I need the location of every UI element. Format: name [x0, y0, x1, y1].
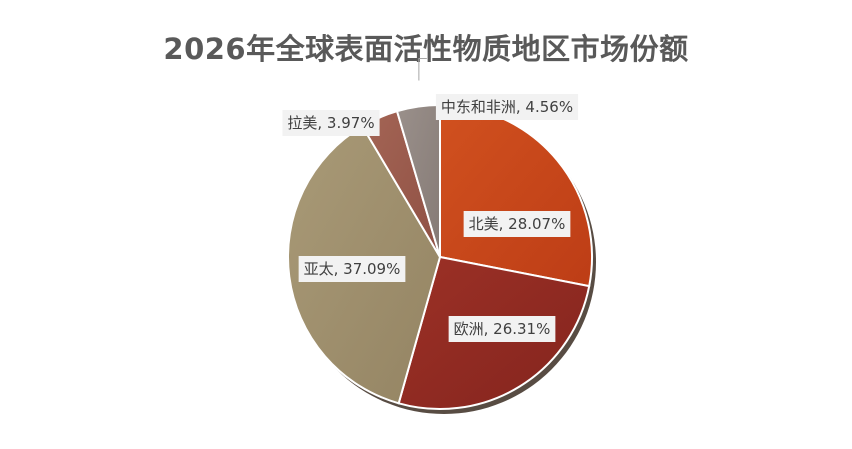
data-label-box-europe [448, 316, 556, 342]
data-label-box-middle-east-africa [435, 94, 579, 120]
chart-title: 2026年全球表面活性物质地区市场份额 [163, 32, 689, 66]
data-label-asia-pacific: 亚太, 37.09% [298, 256, 406, 282]
data-label-europe: 欧洲, 26.31% [448, 316, 556, 342]
data-label-latin-america: 拉美, 3.97% [282, 110, 380, 136]
data-label-text-north-america: 北美, 28.07% [469, 215, 566, 233]
data-label-box-north-america [463, 211, 571, 237]
pie-slice-north-america [439, 103, 593, 288]
data-label-box-asia-pacific [298, 256, 406, 282]
data-label-text-europe: 欧洲, 26.31% [454, 320, 551, 338]
data-label-north-america: 北美, 28.07% [463, 211, 571, 237]
leader-line-middle-east-africa [418, 58, 427, 81]
data-label-text-asia-pacific: 亚太, 37.09% [304, 260, 401, 278]
data-label-text-latin-america: 拉美, 3.97% [287, 114, 374, 132]
data-label-middle-east-africa: 中东和非洲, 4.56% [435, 94, 579, 120]
data-label-text-middle-east-africa: 中东和非洲, 4.56% [441, 98, 573, 116]
data-label-box-latin-america [282, 110, 380, 136]
